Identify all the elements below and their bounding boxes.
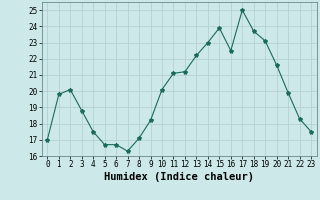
X-axis label: Humidex (Indice chaleur): Humidex (Indice chaleur) — [104, 172, 254, 182]
